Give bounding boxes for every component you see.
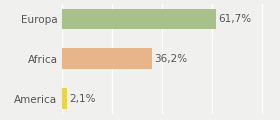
- Text: 61,7%: 61,7%: [218, 14, 251, 24]
- Bar: [62, 9, 216, 29]
- Bar: [62, 88, 67, 109]
- Text: 2,1%: 2,1%: [69, 94, 95, 104]
- Text: 36,2%: 36,2%: [154, 54, 187, 64]
- Bar: [62, 48, 152, 69]
